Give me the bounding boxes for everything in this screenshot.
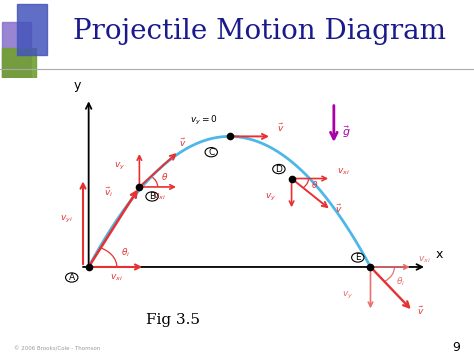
Text: A: A xyxy=(69,273,75,282)
Text: C: C xyxy=(208,148,214,157)
Text: Projectile Motion Diagram: Projectile Motion Diagram xyxy=(73,18,447,45)
Text: $v_y$: $v_y$ xyxy=(265,192,276,203)
Text: $\theta$: $\theta$ xyxy=(161,171,168,182)
Bar xyxy=(2,22,31,77)
Bar xyxy=(17,4,47,55)
Text: $\vec{v}$: $\vec{v}$ xyxy=(179,137,187,149)
Text: $\vec{g}$: $\vec{g}$ xyxy=(342,125,351,141)
Text: $\vec{v}$: $\vec{v}$ xyxy=(417,305,424,317)
Text: $\vec{v}$: $\vec{v}$ xyxy=(277,122,285,134)
Text: $v_y$: $v_y$ xyxy=(342,290,354,301)
Bar xyxy=(2,48,36,78)
Text: D: D xyxy=(275,165,283,174)
Text: © 2006 Brooks/Cole - Thomson: © 2006 Brooks/Cole - Thomson xyxy=(14,346,100,352)
Text: x: x xyxy=(435,248,443,261)
Text: $v_{xi}$: $v_{xi}$ xyxy=(419,255,431,265)
Text: $\theta_i$: $\theta_i$ xyxy=(396,276,405,288)
Text: $v_{xi}$: $v_{xi}$ xyxy=(337,166,349,177)
Text: $\theta_i$: $\theta_i$ xyxy=(121,246,130,259)
Text: $v_{xi}$: $v_{xi}$ xyxy=(153,192,165,202)
Text: E: E xyxy=(355,253,361,262)
Text: $v_y = 0$: $v_y = 0$ xyxy=(191,114,218,127)
Text: y: y xyxy=(73,79,81,92)
Text: $v_{yi}$: $v_{yi}$ xyxy=(60,214,73,225)
Text: B: B xyxy=(149,192,155,201)
Text: $\vec{v}_i$: $\vec{v}_i$ xyxy=(104,185,113,199)
Text: $\theta$: $\theta$ xyxy=(311,179,318,190)
Text: $v_{xi}$: $v_{xi}$ xyxy=(110,273,123,283)
Text: Fig 3.5: Fig 3.5 xyxy=(146,313,200,327)
Text: $v_y$: $v_y$ xyxy=(114,162,125,173)
Text: $\vec{v}$: $\vec{v}$ xyxy=(335,203,343,215)
Text: 9: 9 xyxy=(452,341,460,354)
